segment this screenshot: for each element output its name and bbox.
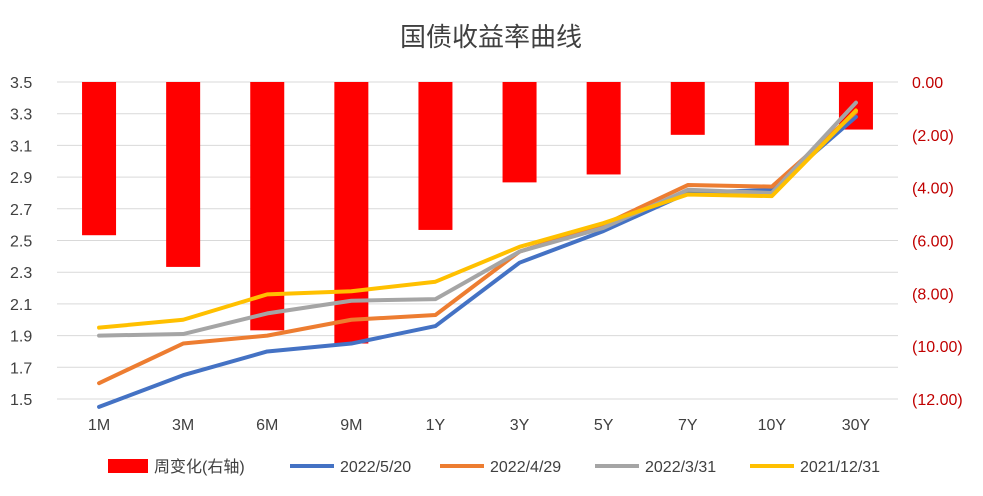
legend-label: 2022/4/29 (490, 459, 561, 476)
left-tick-label: 2.7 (10, 202, 32, 219)
left-tick-label: 3.5 (10, 75, 32, 92)
bar-1M (82, 82, 117, 236)
left-tick-label: 3.1 (10, 138, 32, 155)
right-tick-label: (4.00) (912, 181, 954, 198)
x-axis-category-labels: 1M 3M 6M 9M 1Y 3Y 5Y 7Y 10Y 30Y (88, 417, 871, 434)
legend: 周变化(右轴) 2022/5/20 2022/4/29 2022/3/31 2021/1… (108, 458, 880, 476)
left-tick-label: 1.5 (10, 392, 32, 409)
category-label: 5Y (594, 417, 614, 434)
right-tick-label: (10.00) (912, 339, 963, 356)
left-tick-label: 2.9 (10, 170, 32, 187)
right-tick-label: (2.00) (912, 128, 954, 145)
legend-label: 2021/12/31 (800, 459, 880, 476)
category-label: 7Y (678, 417, 698, 434)
right-axis-ticks: 0.00 (2.00) (4.00) (6.00) (8.00) (10.00) (12.0… (912, 75, 963, 409)
left-axis-ticks: 3.5 3.3 3.1 2.9 2.7 2.5 2.3 2.1 1.9 1.7 1.5 (10, 75, 32, 409)
left-tick-label: 1.7 (10, 360, 32, 377)
category-label: 6M (256, 417, 278, 434)
bar-1Y (418, 82, 453, 230)
line-series-2022/3/31 (97, 100, 858, 338)
left-tick-label: 1.9 (10, 329, 32, 346)
left-tick-label: 2.5 (10, 234, 32, 251)
chart-title: 国债收益率曲线 (400, 22, 582, 52)
bar-5Y (586, 82, 621, 175)
legend-swatch-bar (108, 459, 148, 473)
category-label: 9M (340, 417, 362, 434)
category-label: 10Y (758, 417, 787, 434)
left-tick-label: 2.3 (10, 265, 32, 282)
bar-3M (166, 82, 201, 267)
category-label: 3Y (510, 417, 530, 434)
line-series-2022/5/20 (97, 114, 858, 409)
left-tick-label: 3.3 (10, 107, 32, 124)
category-label: 30Y (842, 417, 871, 434)
legend-label: 2022/3/31 (645, 459, 716, 476)
bar-10Y (754, 82, 789, 146)
category-label: 3M (172, 417, 194, 434)
right-tick-label: 0.00 (912, 75, 943, 92)
right-tick-label: (6.00) (912, 234, 954, 251)
line-series-2022/4/29 (97, 110, 858, 386)
left-tick-label: 2.1 (10, 297, 32, 314)
bar-7Y (670, 82, 705, 135)
right-tick-label: (8.00) (912, 286, 954, 303)
bar-3Y (502, 82, 537, 183)
legend-label: 周变化(右轴) (154, 458, 245, 476)
legend-label: 2022/5/20 (340, 459, 411, 476)
category-label: 1Y (426, 417, 446, 434)
bar-6M (250, 82, 285, 331)
line-series-group (97, 100, 858, 409)
line-series-2021/12/31 (97, 108, 858, 330)
right-tick-label: (12.00) (912, 392, 963, 409)
category-label: 1M (88, 417, 110, 434)
